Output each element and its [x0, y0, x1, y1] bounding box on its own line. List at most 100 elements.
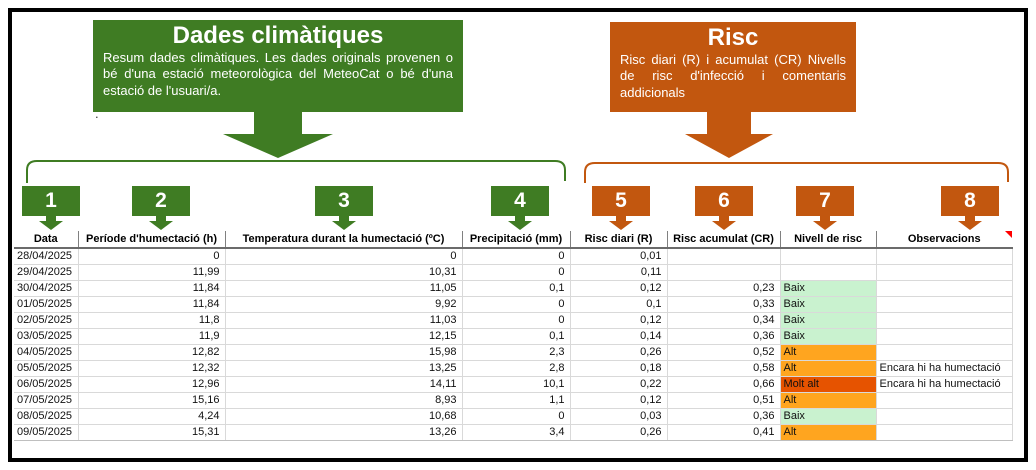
cell-wetting-period[interactable]: 15,16 — [78, 392, 226, 409]
cell-risk-level[interactable]: Alt — [780, 392, 877, 409]
cell-date[interactable]: 01/05/2025 — [14, 296, 79, 313]
cell-precipitation[interactable]: 2,8 — [462, 360, 571, 377]
cell-temperature[interactable]: 8,93 — [225, 392, 463, 409]
cell-risk-level[interactable]: Alt — [780, 344, 877, 361]
cell-date[interactable]: 03/05/2025 — [14, 328, 79, 345]
cell-temperature[interactable]: 0 — [225, 248, 463, 265]
cell-temperature[interactable]: 11,05 — [225, 280, 463, 297]
comment-indicator-icon[interactable] — [1005, 231, 1012, 238]
cell-risk-level[interactable]: Baix — [780, 280, 877, 297]
cell-risk-level[interactable] — [780, 248, 877, 265]
cell-wetting-period[interactable]: 12,32 — [78, 360, 226, 377]
cell-wetting-period[interactable]: 12,96 — [78, 376, 226, 393]
cell-cumulative-risk[interactable]: 0,41 — [667, 424, 781, 441]
cell-daily-risk[interactable]: 0,1 — [570, 296, 668, 313]
cell-cumulative-risk[interactable]: 0,66 — [667, 376, 781, 393]
cell-wetting-period[interactable]: 4,24 — [78, 408, 226, 425]
cell-cumulative-risk[interactable]: 0,52 — [667, 344, 781, 361]
cell-date[interactable]: 09/05/2025 — [14, 424, 79, 441]
cell-temperature[interactable]: 14,11 — [225, 376, 463, 393]
col-header-cumulative-risk[interactable]: Risc acumulat (CR) — [666, 231, 780, 249]
cell-observations[interactable] — [876, 280, 1013, 297]
cell-observations[interactable] — [876, 408, 1013, 425]
col-header-precipitation[interactable]: Precipitació (mm) — [461, 231, 570, 249]
cell-wetting-period[interactable]: 0 — [78, 248, 226, 265]
cell-observations[interactable] — [876, 328, 1013, 345]
cell-cumulative-risk[interactable] — [667, 264, 781, 281]
cell-temperature[interactable]: 12,15 — [225, 328, 463, 345]
cell-temperature[interactable]: 13,25 — [225, 360, 463, 377]
cell-observations[interactable] — [876, 424, 1013, 441]
cell-observations[interactable] — [876, 312, 1013, 329]
cell-wetting-period[interactable]: 11,8 — [78, 312, 226, 329]
col-header-wetting-period[interactable]: Període d'humectació (h) — [77, 231, 225, 249]
cell-risk-level[interactable]: Baix — [780, 296, 877, 313]
cell-wetting-period[interactable]: 11,9 — [78, 328, 226, 345]
cell-daily-risk[interactable]: 0,22 — [570, 376, 668, 393]
cell-precipitation[interactable]: 0 — [462, 264, 571, 281]
cell-daily-risk[interactable]: 0,26 — [570, 344, 668, 361]
cell-risk-level[interactable]: Baix — [780, 328, 877, 345]
cell-daily-risk[interactable]: 0,18 — [570, 360, 668, 377]
cell-daily-risk[interactable]: 0,11 — [570, 264, 668, 281]
cell-wetting-period[interactable]: 11,84 — [78, 280, 226, 297]
cell-cumulative-risk[interactable]: 0,36 — [667, 408, 781, 425]
cell-observations[interactable] — [876, 392, 1013, 409]
cell-risk-level[interactable]: Molt alt — [780, 376, 877, 393]
cell-date[interactable]: 02/05/2025 — [14, 312, 79, 329]
cell-wetting-period[interactable]: 11,84 — [78, 296, 226, 313]
col-header-observations[interactable]: Observacions — [875, 231, 1012, 249]
cell-temperature[interactable]: 11,03 — [225, 312, 463, 329]
cell-date[interactable]: 04/05/2025 — [14, 344, 79, 361]
cell-risk-level[interactable]: Alt — [780, 424, 877, 441]
col-header-risk-level[interactable]: Nivell de risc — [779, 231, 876, 249]
cell-observations[interactable] — [876, 344, 1013, 361]
cell-observations[interactable] — [876, 296, 1013, 313]
cell-precipitation[interactable]: 0 — [462, 248, 571, 265]
cell-date[interactable]: 06/05/2025 — [14, 376, 79, 393]
cell-date[interactable]: 08/05/2025 — [14, 408, 79, 425]
cell-cumulative-risk[interactable]: 0,34 — [667, 312, 781, 329]
cell-temperature[interactable]: 10,68 — [225, 408, 463, 425]
cell-date[interactable]: 07/05/2025 — [14, 392, 79, 409]
cell-cumulative-risk[interactable]: 0,51 — [667, 392, 781, 409]
cell-daily-risk[interactable]: 0,26 — [570, 424, 668, 441]
cell-date[interactable]: 05/05/2025 — [14, 360, 79, 377]
cell-cumulative-risk[interactable]: 0,23 — [667, 280, 781, 297]
cell-daily-risk[interactable]: 0,14 — [570, 328, 668, 345]
cell-wetting-period[interactable]: 11,99 — [78, 264, 226, 281]
cell-date[interactable]: 28/04/2025 — [14, 248, 79, 265]
cell-observations[interactable] — [876, 248, 1013, 265]
cell-precipitation[interactable]: 0,1 — [462, 328, 571, 345]
cell-precipitation[interactable]: 0 — [462, 312, 571, 329]
cell-precipitation[interactable]: 3,4 — [462, 424, 571, 441]
cell-precipitation[interactable]: 0 — [462, 408, 571, 425]
col-header-date[interactable]: Data — [14, 231, 78, 249]
cell-daily-risk[interactable]: 0,01 — [570, 248, 668, 265]
cell-temperature[interactable]: 10,31 — [225, 264, 463, 281]
cell-risk-level[interactable]: Alt — [780, 360, 877, 377]
cell-observations[interactable]: Encara hi ha humectació — [876, 376, 1013, 393]
cell-observations[interactable]: Encara hi ha humectació — [876, 360, 1013, 377]
cell-precipitation[interactable]: 0,1 — [462, 280, 571, 297]
cell-observations[interactable] — [876, 264, 1013, 281]
cell-daily-risk[interactable]: 0,12 — [570, 280, 668, 297]
cell-temperature[interactable]: 15,98 — [225, 344, 463, 361]
cell-risk-level[interactable]: Baix — [780, 408, 877, 425]
cell-cumulative-risk[interactable] — [667, 248, 781, 265]
cell-wetting-period[interactable]: 15,31 — [78, 424, 226, 441]
col-header-temperature[interactable]: Temperatura durant la humectació (ºC) — [224, 231, 462, 249]
cell-cumulative-risk[interactable]: 0,58 — [667, 360, 781, 377]
col-header-daily-risk[interactable]: Risc diari (R) — [569, 231, 667, 249]
cell-daily-risk[interactable]: 0,12 — [570, 392, 668, 409]
cell-wetting-period[interactable]: 12,82 — [78, 344, 226, 361]
cell-precipitation[interactable]: 0 — [462, 296, 571, 313]
cell-cumulative-risk[interactable]: 0,33 — [667, 296, 781, 313]
cell-risk-level[interactable]: Baix — [780, 312, 877, 329]
cell-daily-risk[interactable]: 0,12 — [570, 312, 668, 329]
cell-temperature[interactable]: 13,26 — [225, 424, 463, 441]
cell-precipitation[interactable]: 1,1 — [462, 392, 571, 409]
cell-precipitation[interactable]: 10,1 — [462, 376, 571, 393]
cell-precipitation[interactable]: 2,3 — [462, 344, 571, 361]
cell-date[interactable]: 29/04/2025 — [14, 264, 79, 281]
